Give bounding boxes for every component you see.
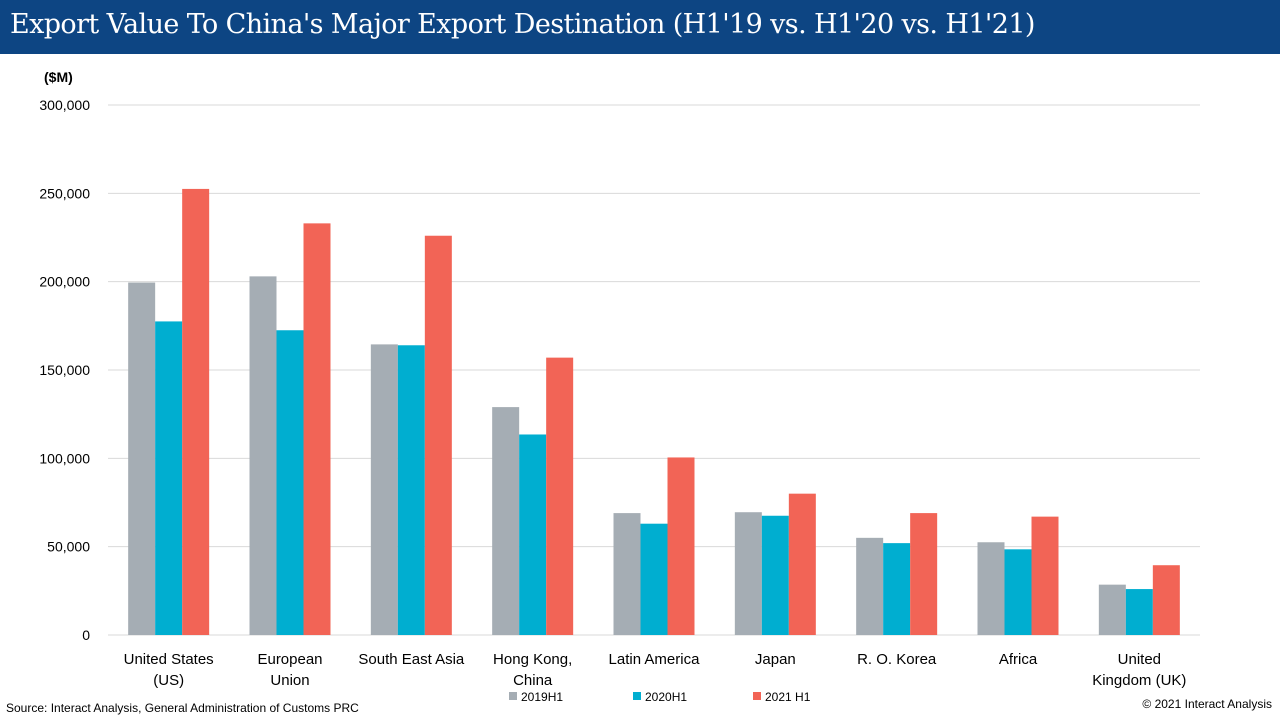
y-tick-label: 150,000 — [39, 362, 90, 378]
bar — [1004, 549, 1032, 635]
unit-label: ($M) — [44, 69, 73, 85]
y-tick-label: 200,000 — [39, 274, 90, 290]
bar — [1031, 516, 1059, 635]
y-tick-label: 300,000 — [39, 97, 90, 113]
bar — [1125, 589, 1153, 635]
legend-swatch — [509, 692, 517, 700]
bar — [303, 223, 331, 635]
bar — [667, 457, 695, 635]
bar — [883, 543, 911, 635]
bar — [424, 235, 452, 635]
bar — [640, 523, 668, 635]
y-tick-label: 50,000 — [47, 539, 90, 555]
bar — [182, 188, 210, 635]
legend-swatch — [753, 692, 761, 700]
y-tick-label: 100,000 — [39, 450, 90, 466]
legend-label: 2021 H1 — [765, 690, 811, 704]
bar — [788, 493, 816, 635]
x-tick-label: R. O. Korea — [857, 651, 937, 668]
x-tick-label: Hong Kong, China — [493, 651, 572, 689]
bar — [910, 513, 938, 635]
x-tick-label: Africa — [999, 651, 1038, 668]
bar — [128, 282, 156, 635]
x-tick-label: Latin America — [609, 651, 701, 668]
bar — [492, 407, 520, 635]
bar — [519, 434, 547, 635]
bar — [856, 537, 884, 635]
x-tick-label: United States (US) — [124, 651, 214, 689]
bar — [276, 330, 304, 635]
bar — [397, 345, 425, 635]
legend-label: 2019H1 — [521, 690, 563, 704]
x-tick-label: South East Asia — [358, 651, 465, 668]
bar — [734, 512, 762, 635]
x-tick-label: United Kingdom (UK) — [1092, 651, 1186, 689]
source-note: Source: Interact Analysis, General Admin… — [6, 701, 359, 715]
bar — [546, 357, 574, 635]
copyright-note: © 2021 Interact Analysis — [1142, 697, 1272, 711]
bar — [249, 276, 277, 635]
y-tick-label: 250,000 — [39, 185, 90, 201]
legend-swatch — [633, 692, 641, 700]
bar — [761, 515, 789, 635]
x-tick-label: Japan — [755, 651, 796, 668]
bar — [370, 344, 398, 635]
bar — [1152, 565, 1180, 635]
x-tick-label: European Union — [257, 651, 322, 689]
y-tick-label: 0 — [82, 627, 90, 643]
title-bar: Export Value To China's Major Export Des… — [0, 0, 1280, 54]
bar — [155, 321, 183, 635]
legend-label: 2020H1 — [645, 690, 687, 704]
bar — [977, 542, 1005, 635]
chart-title: Export Value To China's Major Export Des… — [10, 9, 1035, 40]
bar — [613, 513, 641, 635]
bar — [1098, 584, 1126, 635]
